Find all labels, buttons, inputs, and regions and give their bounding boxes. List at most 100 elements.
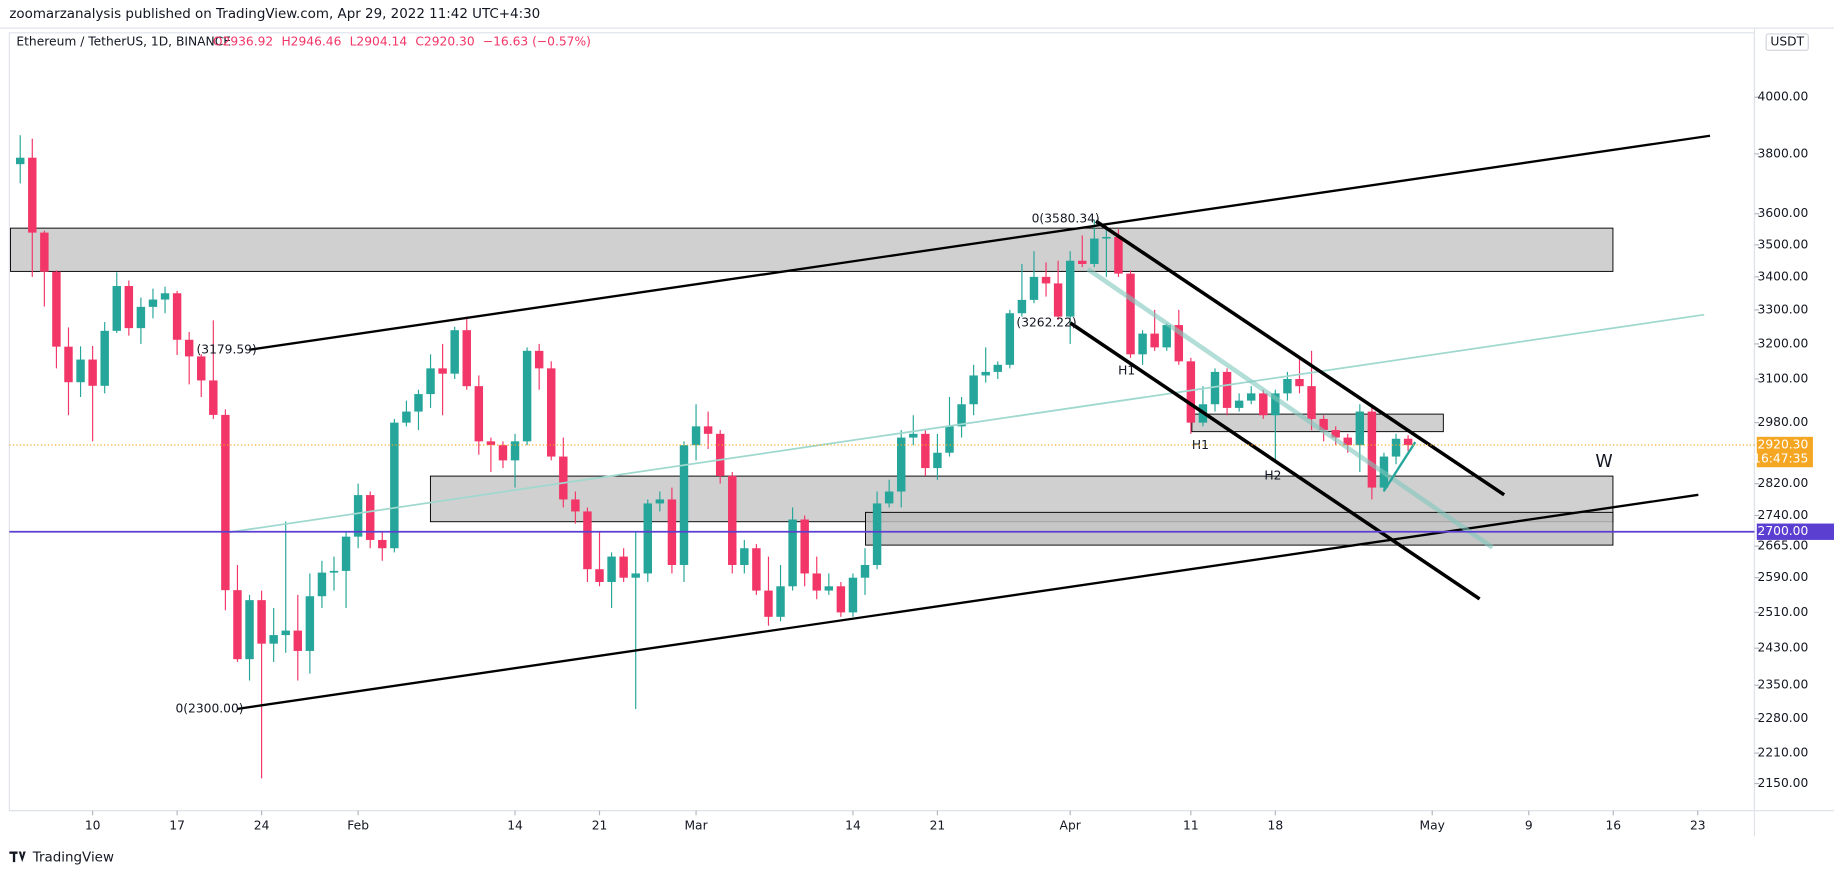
candle-body (233, 590, 242, 660)
candle-body (112, 286, 121, 331)
candle-body (1295, 379, 1304, 387)
candle-body (547, 368, 556, 457)
candle-body (703, 426, 713, 434)
candle-body (583, 511, 592, 570)
x-tick-label: 21 (930, 818, 946, 832)
candle-body (884, 491, 894, 504)
candle-body (329, 570, 339, 573)
trend-line (1069, 321, 1481, 601)
candle-body (52, 271, 61, 347)
candle-body (498, 445, 508, 461)
candle-body (1138, 333, 1147, 355)
y-tick-label: 2665.00 (1758, 539, 1809, 553)
x-tick-label: May (1420, 818, 1445, 832)
candle-body (510, 441, 520, 461)
candle-body (486, 441, 496, 446)
plot-area (8, 32, 1756, 812)
candle-body (631, 573, 640, 578)
candle-body (100, 330, 109, 386)
annotation: 0(2300.00) (175, 701, 243, 715)
level-tag-label: 2700.00 (1758, 524, 1809, 538)
candle-body (1150, 333, 1159, 348)
candle-body (1343, 437, 1352, 446)
y-tick-label: 4000.00 (1758, 90, 1809, 104)
candle-body (64, 346, 73, 383)
candle-body (1102, 236, 1111, 239)
candle-body (559, 456, 568, 500)
zone (10, 227, 1614, 272)
candle-body (148, 299, 158, 307)
channel-midline (229, 313, 1705, 534)
candle-body (1053, 283, 1063, 317)
ohlc-legend: O2936.92 H2946.46 L2904.14 C2920.30 −16.63 (… (213, 35, 591, 49)
x-tick-label: 21 (592, 818, 608, 832)
candle-body (945, 426, 954, 453)
x-tick-label: Mar (684, 818, 708, 832)
y-tick-label: 2980.00 (1758, 415, 1809, 429)
candle-body (245, 600, 254, 660)
x-tick-label: 17 (169, 818, 185, 832)
candle-body (836, 586, 846, 613)
zone (865, 511, 1614, 546)
candle-body (679, 445, 689, 565)
candle-body (160, 293, 170, 300)
candle-body (450, 330, 459, 374)
candle-body (921, 433, 930, 469)
candle-body (1283, 379, 1292, 394)
candle-body (1078, 260, 1087, 264)
candle-body (221, 414, 230, 591)
candle-body (1065, 260, 1075, 317)
candle-body (269, 635, 278, 644)
footer: TradingView (32, 850, 114, 865)
candle-body (909, 433, 918, 438)
candle-body (522, 350, 532, 442)
candle-body (776, 586, 785, 617)
annotation: W (1595, 452, 1612, 472)
publisher: zoomarzanalysis published on TradingView… (9, 7, 540, 22)
candle-body (1259, 393, 1268, 416)
y-tick-label: 2150.00 (1758, 776, 1809, 790)
trend-line (1094, 219, 1506, 497)
ohlc-value: O2936.92 (213, 35, 273, 49)
candle-body (184, 339, 194, 357)
candle-body (1307, 386, 1316, 419)
candle-body (824, 586, 834, 591)
candle-body (136, 306, 146, 329)
currency-box (1765, 33, 1809, 51)
ohlc-value: −16.63 (−0.57%) (483, 35, 591, 49)
candle-body (1355, 411, 1365, 446)
y-tick-label: 2430.00 (1758, 641, 1809, 655)
candle-body (438, 368, 447, 374)
annotation: H2 (1264, 469, 1281, 483)
candle-body (981, 371, 990, 376)
candle-body (365, 495, 375, 540)
candle-body (1210, 371, 1220, 405)
candle-body (281, 630, 290, 636)
candle-body (1162, 325, 1171, 348)
trend-line (248, 134, 1711, 351)
y-tick-label: 2740.00 (1758, 508, 1809, 522)
ohlc-value: C2920.30 (415, 35, 474, 49)
candle-body (172, 293, 182, 340)
candle-body (28, 157, 37, 233)
candle-body (715, 433, 725, 476)
candle-body (1234, 400, 1244, 408)
candle-body (607, 556, 616, 582)
candle-body (896, 437, 906, 492)
y-tick-label: 3600.00 (1758, 206, 1809, 220)
candle-body (812, 573, 821, 591)
x-tick-label: Apr (1060, 818, 1082, 832)
candle-body (1114, 236, 1123, 274)
candle-body (1041, 276, 1051, 284)
x-tick-label: 24 (254, 818, 270, 832)
trend-line (1086, 267, 1494, 550)
candle-body (462, 330, 471, 387)
candle-body (341, 536, 351, 571)
y-tick-label: 2210.00 (1758, 746, 1809, 760)
candle-body (740, 548, 749, 565)
candle-body (1403, 438, 1413, 446)
x-tick-label: 11 (1183, 818, 1199, 832)
y-tick-label: 3400.00 (1758, 269, 1809, 283)
candle-body (378, 539, 387, 549)
